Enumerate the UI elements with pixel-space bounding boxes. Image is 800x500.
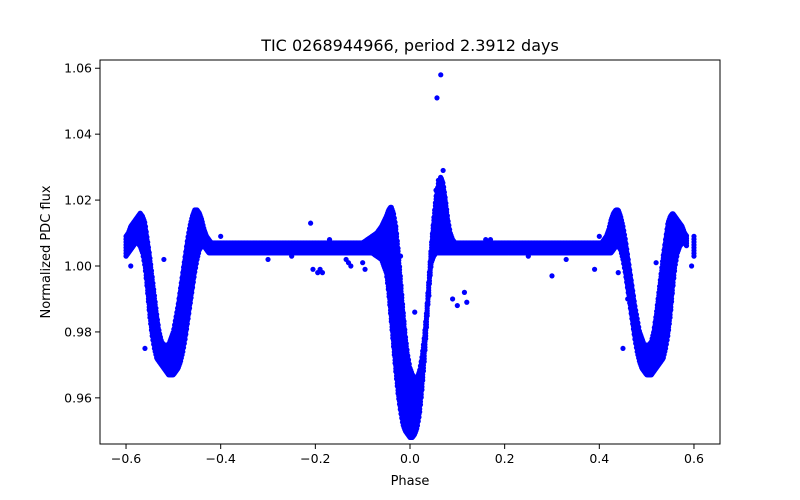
data-point: [148, 261, 154, 268]
data-point: [142, 219, 148, 226]
data-point: [401, 318, 407, 324]
data-point: [402, 327, 408, 333]
data-point: [403, 340, 409, 347]
data-point: [146, 250, 152, 256]
data-point: [143, 229, 149, 235]
data-point: [154, 317, 161, 323]
data-point: [402, 334, 409, 340]
data-point: [145, 244, 152, 251]
data-point: [393, 231, 400, 237]
data-point: [148, 268, 155, 274]
data-points: [123, 72, 697, 441]
data-point: [149, 274, 155, 280]
data-point: [399, 301, 406, 307]
data-point: [151, 293, 158, 299]
data-point: [393, 223, 399, 230]
data-point: [394, 238, 400, 244]
data-point: [145, 239, 151, 245]
data-point: [398, 282, 404, 289]
data-point: [404, 347, 410, 353]
data-point: [150, 280, 156, 286]
data-point: [144, 234, 150, 240]
data-point: [153, 305, 159, 311]
data-point: [397, 273, 403, 279]
data-point: [399, 292, 405, 298]
data-point: [396, 264, 403, 270]
data-point: [155, 322, 161, 328]
data-point: [151, 286, 157, 293]
data-point: [147, 255, 153, 261]
chart-title: TIC 0268944966, period 2.3912 days: [260, 36, 559, 55]
data-point: [400, 310, 406, 316]
data-point: [152, 299, 158, 305]
data-point: [395, 245, 401, 251]
data-point: [142, 224, 149, 230]
